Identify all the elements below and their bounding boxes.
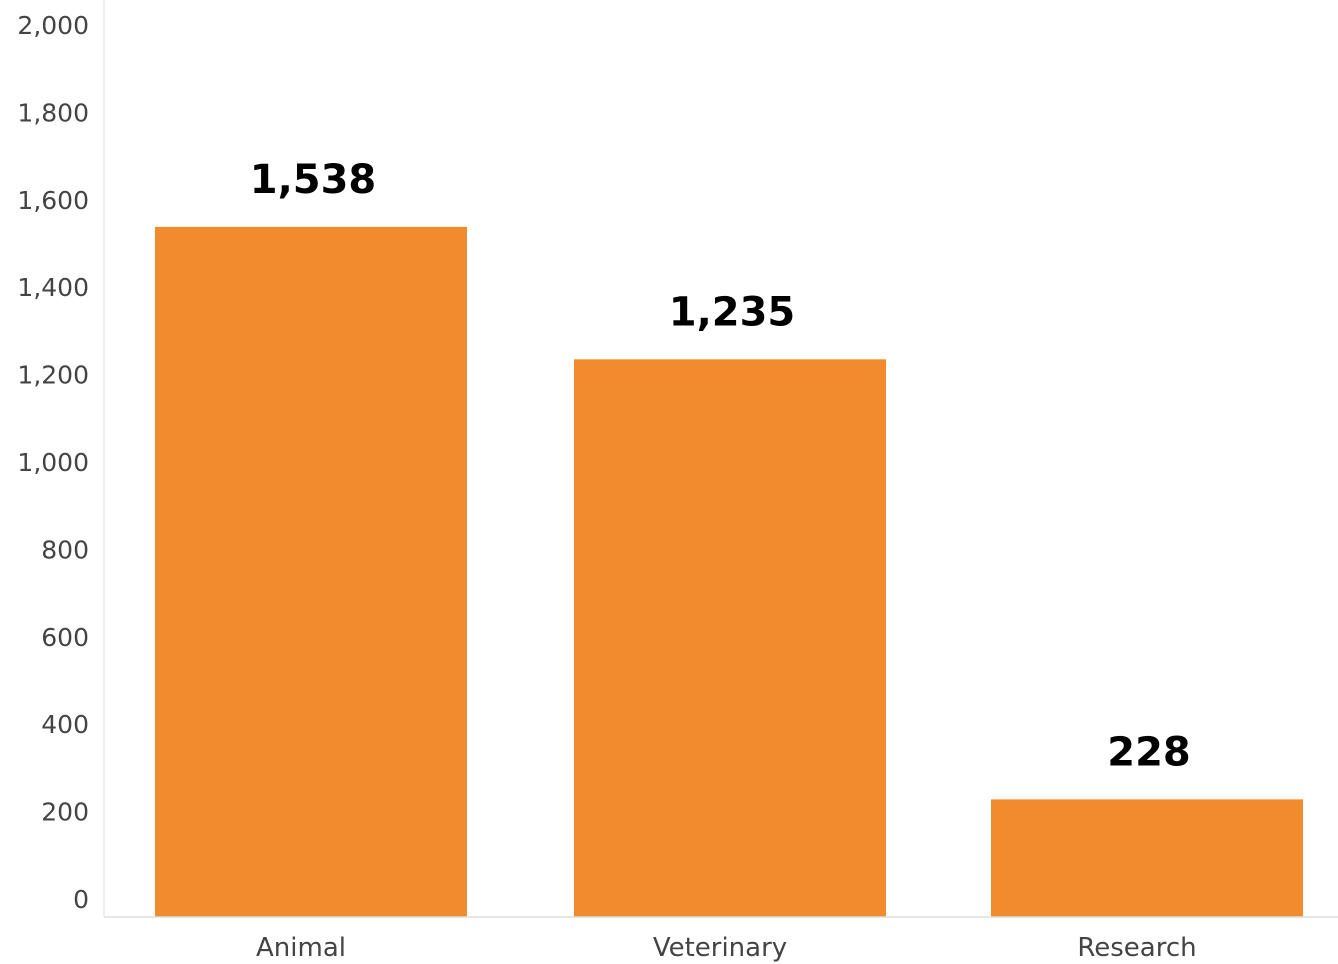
- y-tick-label: 1,600: [17, 186, 89, 215]
- bar-animal[interactable]: [155, 226, 467, 918]
- y-axis: 0 200 400 600 800 1,000 1,200 1,400 1,600 1,800 2,…: [17, 0, 105, 917]
- data-label: 1,235: [669, 289, 796, 335]
- x-tick-label: Research: [1077, 933, 1196, 963]
- y-tick-label: 600: [41, 623, 89, 652]
- y-tick-label: 200: [41, 798, 89, 827]
- x-tick-label: Veterinary: [653, 933, 787, 963]
- y-tick-label: 1,800: [17, 98, 89, 127]
- bars: [155, 226, 1303, 918]
- y-tick-label: 2,000: [17, 11, 89, 40]
- y-tick-label: 1,400: [17, 273, 89, 302]
- x-tick-label: Animal: [256, 933, 346, 963]
- data-labels: 1,538 1,235 228: [250, 157, 1191, 775]
- y-tick-label: 800: [41, 535, 89, 564]
- data-label: 228: [1107, 729, 1191, 775]
- y-tick-label: 1,200: [17, 361, 89, 390]
- y-tick-label: 400: [41, 710, 89, 739]
- y-tick-label: 0: [73, 885, 89, 914]
- y-tick-label: 1,000: [17, 448, 89, 477]
- bar-research[interactable]: [991, 799, 1303, 917]
- x-axis: Animal Veterinary Research: [104, 916, 1338, 963]
- bar-veterinary[interactable]: [574, 359, 886, 917]
- data-label: 1,538: [250, 157, 377, 203]
